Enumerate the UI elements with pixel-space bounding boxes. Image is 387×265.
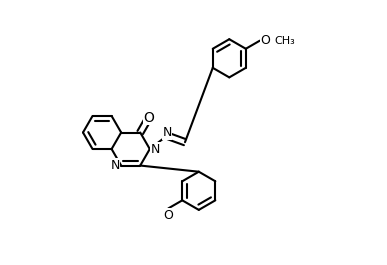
Text: N: N <box>110 159 120 172</box>
Text: N: N <box>151 143 161 156</box>
Text: O: O <box>143 111 154 125</box>
Text: O: O <box>261 34 271 47</box>
Text: CH₃: CH₃ <box>274 36 295 46</box>
Text: N: N <box>163 126 172 139</box>
Text: O: O <box>163 209 173 222</box>
